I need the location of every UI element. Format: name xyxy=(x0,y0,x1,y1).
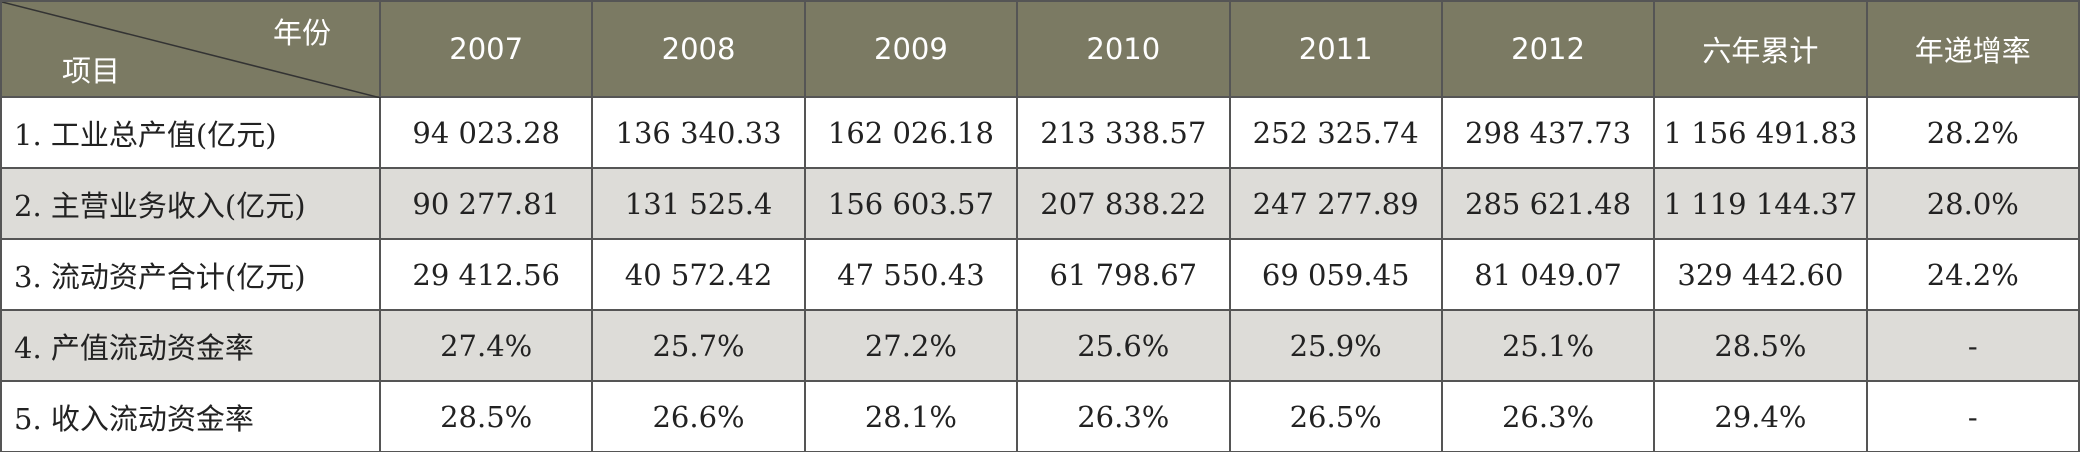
cell: 29 412.56 xyxy=(378,238,594,311)
cell: 94 023.28 xyxy=(378,96,594,169)
corner-bottom: 项目 xyxy=(62,54,121,88)
cell: 69 059.45 xyxy=(1228,238,1443,311)
cell: 25.9% xyxy=(1228,309,1443,382)
cell: 252 325.74 xyxy=(1228,96,1443,169)
table-row: 3. 流动资产合计(亿元) 29 412.56 40 572.42 47 550.43… xyxy=(0,238,2080,311)
cell: 162 026.18 xyxy=(803,96,1019,169)
row-label: 5. 收入流动资金率 xyxy=(0,380,381,452)
cell: 27.2% xyxy=(803,309,1019,382)
column-header: 2008 xyxy=(591,0,806,98)
column-header: 2009 xyxy=(803,0,1019,98)
cell: 298 437.73 xyxy=(1440,96,1656,169)
cell: 25.7% xyxy=(591,309,806,382)
cell: 25.1% xyxy=(1440,309,1656,382)
row-label: 3. 流动资产合计(亿元) xyxy=(0,238,381,311)
cell: 26.3% xyxy=(1440,380,1656,452)
cell: 90 277.81 xyxy=(378,167,594,240)
cell: 136 340.33 xyxy=(591,96,806,169)
cell: 28.0% xyxy=(1865,167,2080,240)
cell: 1 156 491.83 xyxy=(1653,96,1868,169)
cell: 29.4% xyxy=(1653,380,1868,452)
cell: 329 442.60 xyxy=(1653,238,1868,311)
cell: 24.2% xyxy=(1865,238,2080,311)
column-header: 2011 xyxy=(1228,0,1443,98)
cell: 247 277.89 xyxy=(1228,167,1443,240)
cell: 47 550.43 xyxy=(803,238,1019,311)
table-row: 1. 工业总产值(亿元) 94 023.28 136 340.33 162 026.1… xyxy=(0,96,2080,169)
cell: 26.3% xyxy=(1016,380,1231,452)
column-header: 年递增率 xyxy=(1865,0,2080,98)
diagonal xyxy=(2,2,381,98)
table-row: 5. 收入流动资金率 28.5% 26.6% 28.1% 26.3% 26.5% 26.3%… xyxy=(0,380,2080,452)
cell: 28.5% xyxy=(378,380,594,452)
cell: 285 621.48 xyxy=(1440,167,1656,240)
cell: 131 525.4 xyxy=(591,167,806,240)
corner-cell: 年份 项目 xyxy=(0,0,381,98)
cell: 213 338.57 xyxy=(1016,96,1231,169)
cell: - xyxy=(1865,380,2080,452)
cell: 28.2% xyxy=(1865,96,2080,169)
cell: 28.1% xyxy=(803,380,1019,452)
corner-top: 年份 xyxy=(272,16,331,50)
cell: 207 838.22 xyxy=(1016,167,1231,240)
cell: 28.5% xyxy=(1653,309,1868,382)
header-row: 年份 项目 2007 2008 2009 2010 2011 2012 六年累计 年递增率 xyxy=(0,0,2080,98)
cell: 26.5% xyxy=(1228,380,1443,452)
cell: 40 572.42 xyxy=(591,238,806,311)
row-label: 1. 工业总产值(亿元) xyxy=(0,96,381,169)
row-label: 2. 主营业务收入(亿元) xyxy=(0,167,381,240)
table-row: 4. 产值流动资金率 27.4% 25.7% 27.2% 25.6% 25.9% 25.1%… xyxy=(0,309,2080,382)
cell: 156 603.57 xyxy=(803,167,1019,240)
row-label: 4. 产值流动资金率 xyxy=(0,309,381,382)
cell: 26.6% xyxy=(591,380,806,452)
cell: 1 119 144.37 xyxy=(1653,167,1868,240)
cell: - xyxy=(1865,309,2080,382)
column-header: 2012 xyxy=(1440,0,1656,98)
cell: 61 798.67 xyxy=(1016,238,1231,311)
table-row: 2. 主营业务收入(亿元) 90 277.81 131 525.4 156 603.5… xyxy=(0,167,2080,240)
cell: 25.6% xyxy=(1016,309,1231,382)
column-header: 2010 xyxy=(1016,0,1231,98)
column-header: 2007 xyxy=(378,0,594,98)
cell: 27.4% xyxy=(378,309,594,382)
column-header: 六年累计 xyxy=(1653,0,1868,98)
cell: 81 049.07 xyxy=(1440,238,1656,311)
